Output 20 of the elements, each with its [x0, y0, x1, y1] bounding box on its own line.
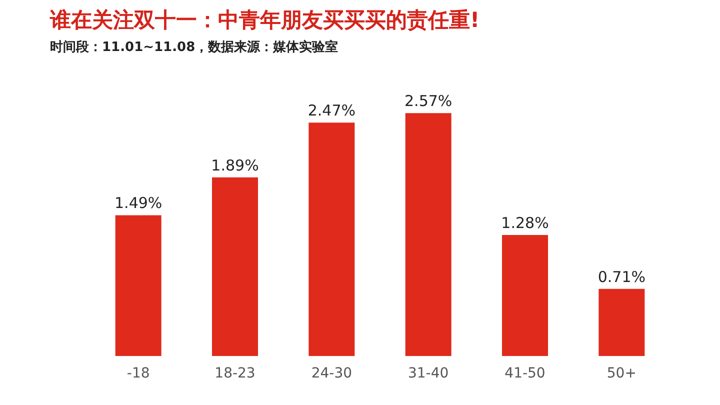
x-tick-label: 31-40	[408, 366, 449, 382]
data-label: 1.89%	[211, 156, 259, 174]
bar	[115, 215, 162, 356]
x-tick-label: 24-30	[311, 366, 352, 382]
bar	[598, 288, 645, 356]
data-label: 0.71%	[598, 268, 646, 286]
chart-title: 谁在关注双十一：中青年朋友买买买的责任重!	[49, 8, 480, 32]
chart-subtitle: 时间段：11.01~11.08，数据来源：媒体实验室	[50, 39, 338, 55]
data-label: 1.28%	[501, 214, 549, 232]
bar	[308, 122, 355, 356]
x-tick-label: -18	[126, 366, 150, 382]
bar	[212, 177, 258, 356]
bar	[502, 235, 548, 356]
x-tick-label: 18-23	[214, 366, 256, 382]
data-label: 2.57%	[404, 92, 452, 110]
x-tick-label: 41-50	[504, 366, 546, 382]
x-tick-label: 50+	[606, 366, 636, 382]
data-label: 2.47%	[308, 102, 356, 120]
bar	[405, 113, 452, 356]
data-label: 1.49%	[114, 194, 162, 212]
